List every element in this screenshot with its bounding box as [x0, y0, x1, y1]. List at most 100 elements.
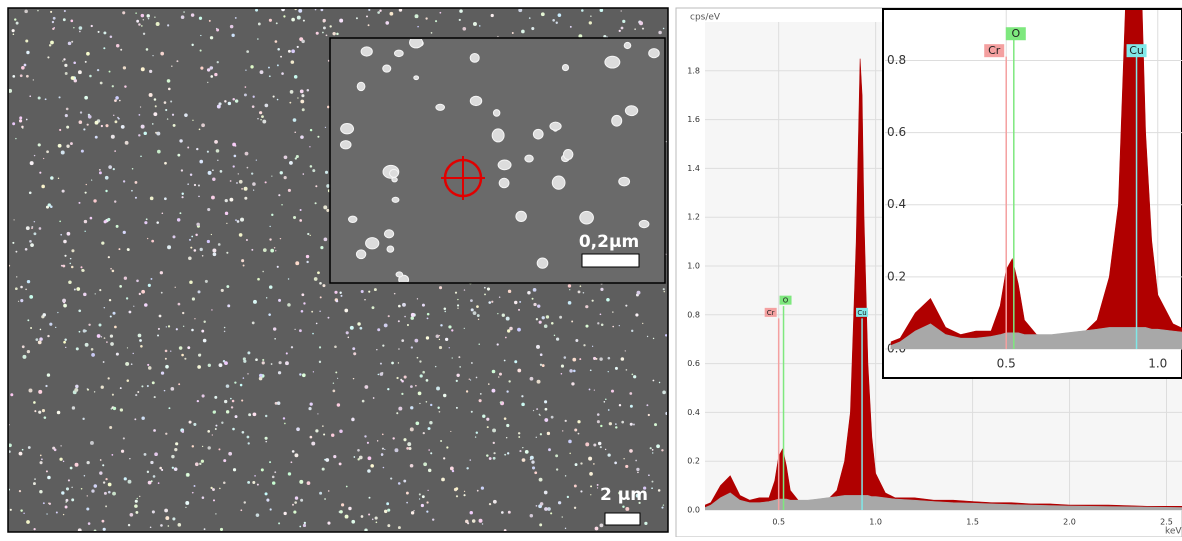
- particle: [404, 315, 406, 318]
- particle: [35, 338, 39, 341]
- particle: [78, 309, 82, 313]
- particle: [641, 27, 645, 30]
- particle: [108, 70, 111, 73]
- particle: [233, 154, 237, 158]
- particle: [315, 185, 318, 188]
- particle: [12, 33, 15, 36]
- particle: [367, 24, 370, 27]
- particle: [435, 334, 440, 339]
- particle: [544, 400, 548, 404]
- particle: [145, 218, 148, 221]
- particle: [539, 523, 543, 527]
- particle: [591, 345, 594, 347]
- particle: [567, 284, 572, 288]
- particle: [33, 154, 36, 157]
- particle: [82, 417, 85, 421]
- particle: [189, 280, 193, 284]
- particle: [38, 227, 42, 230]
- particle: [588, 388, 591, 391]
- particle: [635, 493, 640, 498]
- particle: [397, 362, 400, 364]
- particle: [28, 388, 33, 393]
- particle: [322, 26, 326, 30]
- particle: [387, 524, 391, 528]
- particle: [12, 241, 15, 244]
- particle: [226, 251, 229, 254]
- particle: [418, 493, 421, 496]
- particle: [204, 279, 208, 283]
- particle: [134, 504, 138, 508]
- particle: [272, 481, 276, 485]
- particle: [201, 123, 205, 128]
- particle: [244, 151, 249, 156]
- particle: [536, 257, 549, 269]
- particle: [581, 9, 584, 12]
- particle: [535, 504, 538, 507]
- particle: [615, 426, 618, 429]
- particle: [577, 420, 581, 424]
- particle: [149, 196, 154, 201]
- particle: [131, 168, 134, 170]
- particle: [551, 175, 566, 190]
- particle: [243, 93, 247, 97]
- particle: [507, 289, 512, 294]
- particle: [223, 330, 226, 333]
- particle: [478, 25, 481, 27]
- particle: [420, 503, 424, 508]
- particle: [262, 248, 267, 252]
- particle: [478, 343, 480, 346]
- particle: [469, 95, 483, 107]
- particle: [620, 26, 624, 30]
- particle: [71, 406, 76, 410]
- element-label-bg: [1005, 27, 1026, 41]
- particle: [410, 406, 414, 410]
- particle: [127, 523, 131, 527]
- particle: [633, 375, 637, 379]
- particle: [232, 468, 237, 472]
- particle: [282, 417, 286, 420]
- particle: [438, 335, 441, 337]
- particle: [159, 271, 163, 275]
- particle: [529, 513, 534, 518]
- particle: [486, 454, 489, 457]
- particle: [89, 74, 92, 78]
- particle: [387, 508, 391, 512]
- particle: [177, 302, 181, 306]
- particle: [324, 498, 326, 500]
- particle: [73, 61, 76, 65]
- particle: [214, 72, 218, 77]
- particle: [21, 345, 25, 349]
- particle: [550, 512, 553, 515]
- particle: [69, 257, 72, 260]
- particle: [607, 370, 609, 373]
- particle: [25, 74, 29, 78]
- particle: [353, 352, 357, 356]
- particle: [234, 381, 237, 384]
- particle: [311, 441, 316, 446]
- particle: [79, 111, 83, 114]
- particle: [158, 314, 162, 318]
- particle: [261, 115, 264, 119]
- particle: [264, 414, 268, 418]
- particle: [146, 384, 149, 388]
- particle: [39, 337, 43, 341]
- particle: [112, 406, 117, 411]
- particle: [603, 401, 606, 403]
- particle: [622, 19, 626, 24]
- particle: [51, 177, 54, 179]
- particle: [207, 446, 211, 450]
- particle: [212, 410, 216, 414]
- particle: [107, 482, 112, 487]
- particle: [278, 361, 282, 365]
- particle: [167, 525, 170, 527]
- particle: [212, 169, 214, 172]
- particle: [255, 513, 260, 517]
- particle: [450, 430, 452, 433]
- particle: [103, 337, 106, 339]
- particle: [357, 448, 360, 452]
- particle: [563, 356, 567, 359]
- particle: [504, 336, 507, 339]
- particle: [322, 18, 326, 23]
- particle: [146, 470, 150, 474]
- particle: [294, 328, 296, 330]
